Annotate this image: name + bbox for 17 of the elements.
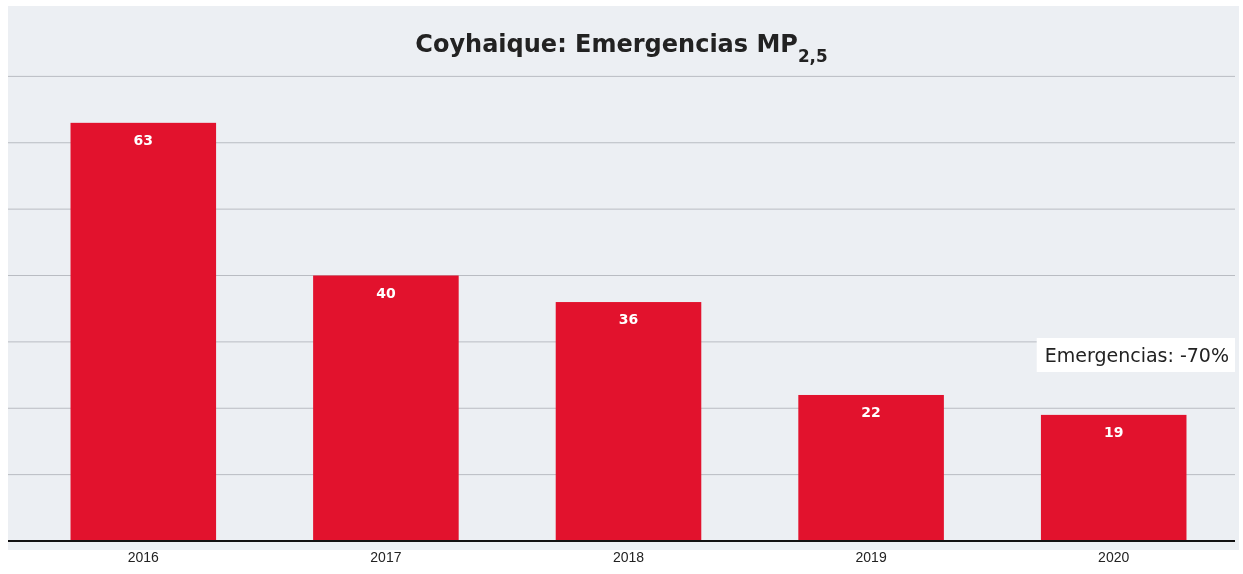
x-tick-label: 2020 (1098, 549, 1130, 566)
bar (70, 122, 217, 541)
data-label: 63 (133, 131, 154, 148)
x-tick-label: 2019 (855, 549, 887, 566)
bar (798, 394, 944, 541)
data-label: 22 (861, 403, 881, 420)
data-label: 19 (1103, 423, 1124, 440)
bar (555, 302, 702, 541)
bar (1040, 414, 1187, 541)
x-tick-label: 2016 (127, 549, 160, 566)
data-label: 36 (618, 311, 639, 328)
data-label: 40 (376, 284, 396, 301)
bar (313, 275, 459, 541)
x-tick-label: 2018 (612, 549, 645, 566)
annotation: Emergencias: -70% (1044, 344, 1229, 366)
x-tick-label: 2017 (370, 549, 402, 566)
text: Coyhaique: Emergencias MP$_{2,5}$ (415, 30, 828, 66)
